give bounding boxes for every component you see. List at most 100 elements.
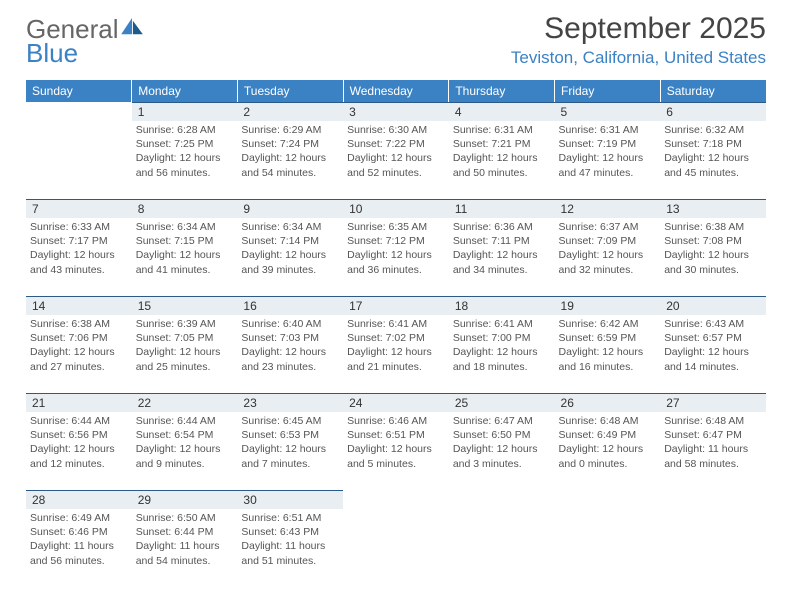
day-detail-line: Sunrise: 6:40 AM	[241, 317, 339, 331]
day-detail-line: Sunrise: 6:41 AM	[453, 317, 551, 331]
day-details: Sunrise: 6:37 AMSunset: 7:09 PMDaylight:…	[555, 218, 661, 296]
day-detail-line: Daylight: 12 hours and 32 minutes.	[559, 248, 657, 276]
day-number: 24	[343, 393, 449, 412]
day-detail-line: Sunrise: 6:44 AM	[30, 414, 128, 428]
day-detail-line: Sunrise: 6:50 AM	[136, 511, 234, 525]
day-detail-line: Daylight: 12 hours and 14 minutes.	[664, 345, 762, 373]
day-number: 5	[555, 102, 661, 121]
calendar-cell: 24Sunrise: 6:46 AMSunset: 6:51 PMDayligh…	[343, 393, 449, 490]
calendar-cell: 28Sunrise: 6:49 AMSunset: 6:46 PMDayligh…	[26, 490, 132, 587]
day-detail-line: Sunrise: 6:28 AM	[136, 123, 234, 137]
day-number: 19	[555, 296, 661, 315]
day-detail-line: Sunrise: 6:30 AM	[347, 123, 445, 137]
day-detail-line: Daylight: 12 hours and 21 minutes.	[347, 345, 445, 373]
day-detail-line: Daylight: 11 hours and 51 minutes.	[241, 539, 339, 567]
month-title: September 2025	[511, 12, 766, 46]
day-number: 29	[132, 490, 238, 509]
day-detail-line: Sunset: 7:03 PM	[241, 331, 339, 345]
calendar-cell: 29Sunrise: 6:50 AMSunset: 6:44 PMDayligh…	[132, 490, 238, 587]
day-details: Sunrise: 6:34 AMSunset: 7:14 PMDaylight:…	[237, 218, 343, 296]
day-number: 23	[237, 393, 343, 412]
day-detail-line: Sunset: 6:51 PM	[347, 428, 445, 442]
calendar-cell: 7Sunrise: 6:33 AMSunset: 7:17 PMDaylight…	[26, 199, 132, 296]
day-detail-line: Daylight: 11 hours and 56 minutes.	[30, 539, 128, 567]
day-detail-line: Daylight: 12 hours and 9 minutes.	[136, 442, 234, 470]
day-number: 17	[343, 296, 449, 315]
day-details: Sunrise: 6:36 AMSunset: 7:11 PMDaylight:…	[449, 218, 555, 296]
day-detail-line: Sunset: 7:00 PM	[453, 331, 551, 345]
calendar-cell: 15Sunrise: 6:39 AMSunset: 7:05 PMDayligh…	[132, 296, 238, 393]
day-detail-line: Daylight: 11 hours and 58 minutes.	[664, 442, 762, 470]
calendar-cell: 21Sunrise: 6:44 AMSunset: 6:56 PMDayligh…	[26, 393, 132, 490]
day-details: Sunrise: 6:32 AMSunset: 7:18 PMDaylight:…	[660, 121, 766, 199]
title-block: September 2025 Teviston, California, Uni…	[511, 12, 766, 68]
day-detail-line: Daylight: 12 hours and 45 minutes.	[664, 151, 762, 179]
day-details: Sunrise: 6:31 AMSunset: 7:19 PMDaylight:…	[555, 121, 661, 199]
day-details: Sunrise: 6:48 AMSunset: 6:47 PMDaylight:…	[660, 412, 766, 490]
day-detail-line: Sunset: 7:22 PM	[347, 137, 445, 151]
day-number: 30	[237, 490, 343, 509]
day-detail-line: Sunset: 6:46 PM	[30, 525, 128, 539]
day-detail-line: Daylight: 12 hours and 3 minutes.	[453, 442, 551, 470]
calendar-cell: 2Sunrise: 6:29 AMSunset: 7:24 PMDaylight…	[237, 102, 343, 199]
weekday-monday: Monday	[132, 80, 238, 102]
calendar-cell: 16Sunrise: 6:40 AMSunset: 7:03 PMDayligh…	[237, 296, 343, 393]
calendar-cell: 5Sunrise: 6:31 AMSunset: 7:19 PMDaylight…	[555, 102, 661, 199]
day-detail-line: Sunrise: 6:34 AM	[241, 220, 339, 234]
day-detail-line: Sunrise: 6:42 AM	[559, 317, 657, 331]
day-number: 3	[343, 102, 449, 121]
day-detail-line: Sunset: 6:53 PM	[241, 428, 339, 442]
day-details: Sunrise: 6:28 AMSunset: 7:25 PMDaylight:…	[132, 121, 238, 199]
day-detail-line: Sunset: 7:05 PM	[136, 331, 234, 345]
calendar-cell: 25Sunrise: 6:47 AMSunset: 6:50 PMDayligh…	[449, 393, 555, 490]
day-details: Sunrise: 6:35 AMSunset: 7:12 PMDaylight:…	[343, 218, 449, 296]
day-details: Sunrise: 6:51 AMSunset: 6:43 PMDaylight:…	[237, 509, 343, 587]
calendar-cell: 20Sunrise: 6:43 AMSunset: 6:57 PMDayligh…	[660, 296, 766, 393]
weekday-wednesday: Wednesday	[343, 80, 449, 102]
calendar-cell	[26, 102, 132, 199]
day-details: Sunrise: 6:40 AMSunset: 7:03 PMDaylight:…	[237, 315, 343, 393]
day-detail-line: Sunset: 7:18 PM	[664, 137, 762, 151]
day-detail-line: Sunrise: 6:47 AM	[453, 414, 551, 428]
day-detail-line: Sunset: 7:24 PM	[241, 137, 339, 151]
day-number: 6	[660, 102, 766, 121]
day-detail-line: Sunrise: 6:35 AM	[347, 220, 445, 234]
day-details: Sunrise: 6:49 AMSunset: 6:46 PMDaylight:…	[26, 509, 132, 587]
calendar-cell	[343, 490, 449, 587]
day-detail-line: Daylight: 12 hours and 41 minutes.	[136, 248, 234, 276]
day-detail-line: Daylight: 12 hours and 23 minutes.	[241, 345, 339, 373]
day-details: Sunrise: 6:44 AMSunset: 6:56 PMDaylight:…	[26, 412, 132, 490]
weekday-header-row: Sunday Monday Tuesday Wednesday Thursday…	[26, 80, 766, 102]
day-detail-line: Sunrise: 6:32 AM	[664, 123, 762, 137]
day-detail-line: Sunrise: 6:29 AM	[241, 123, 339, 137]
day-detail-line: Sunrise: 6:48 AM	[559, 414, 657, 428]
calendar-cell: 3Sunrise: 6:30 AMSunset: 7:22 PMDaylight…	[343, 102, 449, 199]
day-number: 14	[26, 296, 132, 315]
day-detail-line: Sunrise: 6:31 AM	[453, 123, 551, 137]
day-details: Sunrise: 6:31 AMSunset: 7:21 PMDaylight:…	[449, 121, 555, 199]
day-detail-line: Sunset: 7:17 PM	[30, 234, 128, 248]
day-number: 13	[660, 199, 766, 218]
calendar-week-row: 14Sunrise: 6:38 AMSunset: 7:06 PMDayligh…	[26, 296, 766, 393]
day-details: Sunrise: 6:43 AMSunset: 6:57 PMDaylight:…	[660, 315, 766, 393]
day-details: Sunrise: 6:29 AMSunset: 7:24 PMDaylight:…	[237, 121, 343, 199]
day-details: Sunrise: 6:50 AMSunset: 6:44 PMDaylight:…	[132, 509, 238, 587]
calendar-cell: 30Sunrise: 6:51 AMSunset: 6:43 PMDayligh…	[237, 490, 343, 587]
day-detail-line: Sunset: 7:02 PM	[347, 331, 445, 345]
day-detail-line: Sunset: 7:21 PM	[453, 137, 551, 151]
day-detail-line: Sunrise: 6:49 AM	[30, 511, 128, 525]
calendar-cell: 27Sunrise: 6:48 AMSunset: 6:47 PMDayligh…	[660, 393, 766, 490]
calendar-body: 1Sunrise: 6:28 AMSunset: 7:25 PMDaylight…	[26, 102, 766, 587]
calendar-cell: 18Sunrise: 6:41 AMSunset: 7:00 PMDayligh…	[449, 296, 555, 393]
day-detail-line: Daylight: 12 hours and 34 minutes.	[453, 248, 551, 276]
day-details: Sunrise: 6:39 AMSunset: 7:05 PMDaylight:…	[132, 315, 238, 393]
day-details: Sunrise: 6:42 AMSunset: 6:59 PMDaylight:…	[555, 315, 661, 393]
day-detail-line: Sunrise: 6:41 AM	[347, 317, 445, 331]
day-number: 8	[132, 199, 238, 218]
day-detail-line: Daylight: 12 hours and 30 minutes.	[664, 248, 762, 276]
calendar-week-row: 21Sunrise: 6:44 AMSunset: 6:56 PMDayligh…	[26, 393, 766, 490]
day-detail-line: Daylight: 12 hours and 47 minutes.	[559, 151, 657, 179]
day-detail-line: Sunset: 6:50 PM	[453, 428, 551, 442]
day-detail-line: Sunset: 7:08 PM	[664, 234, 762, 248]
day-details: Sunrise: 6:30 AMSunset: 7:22 PMDaylight:…	[343, 121, 449, 199]
